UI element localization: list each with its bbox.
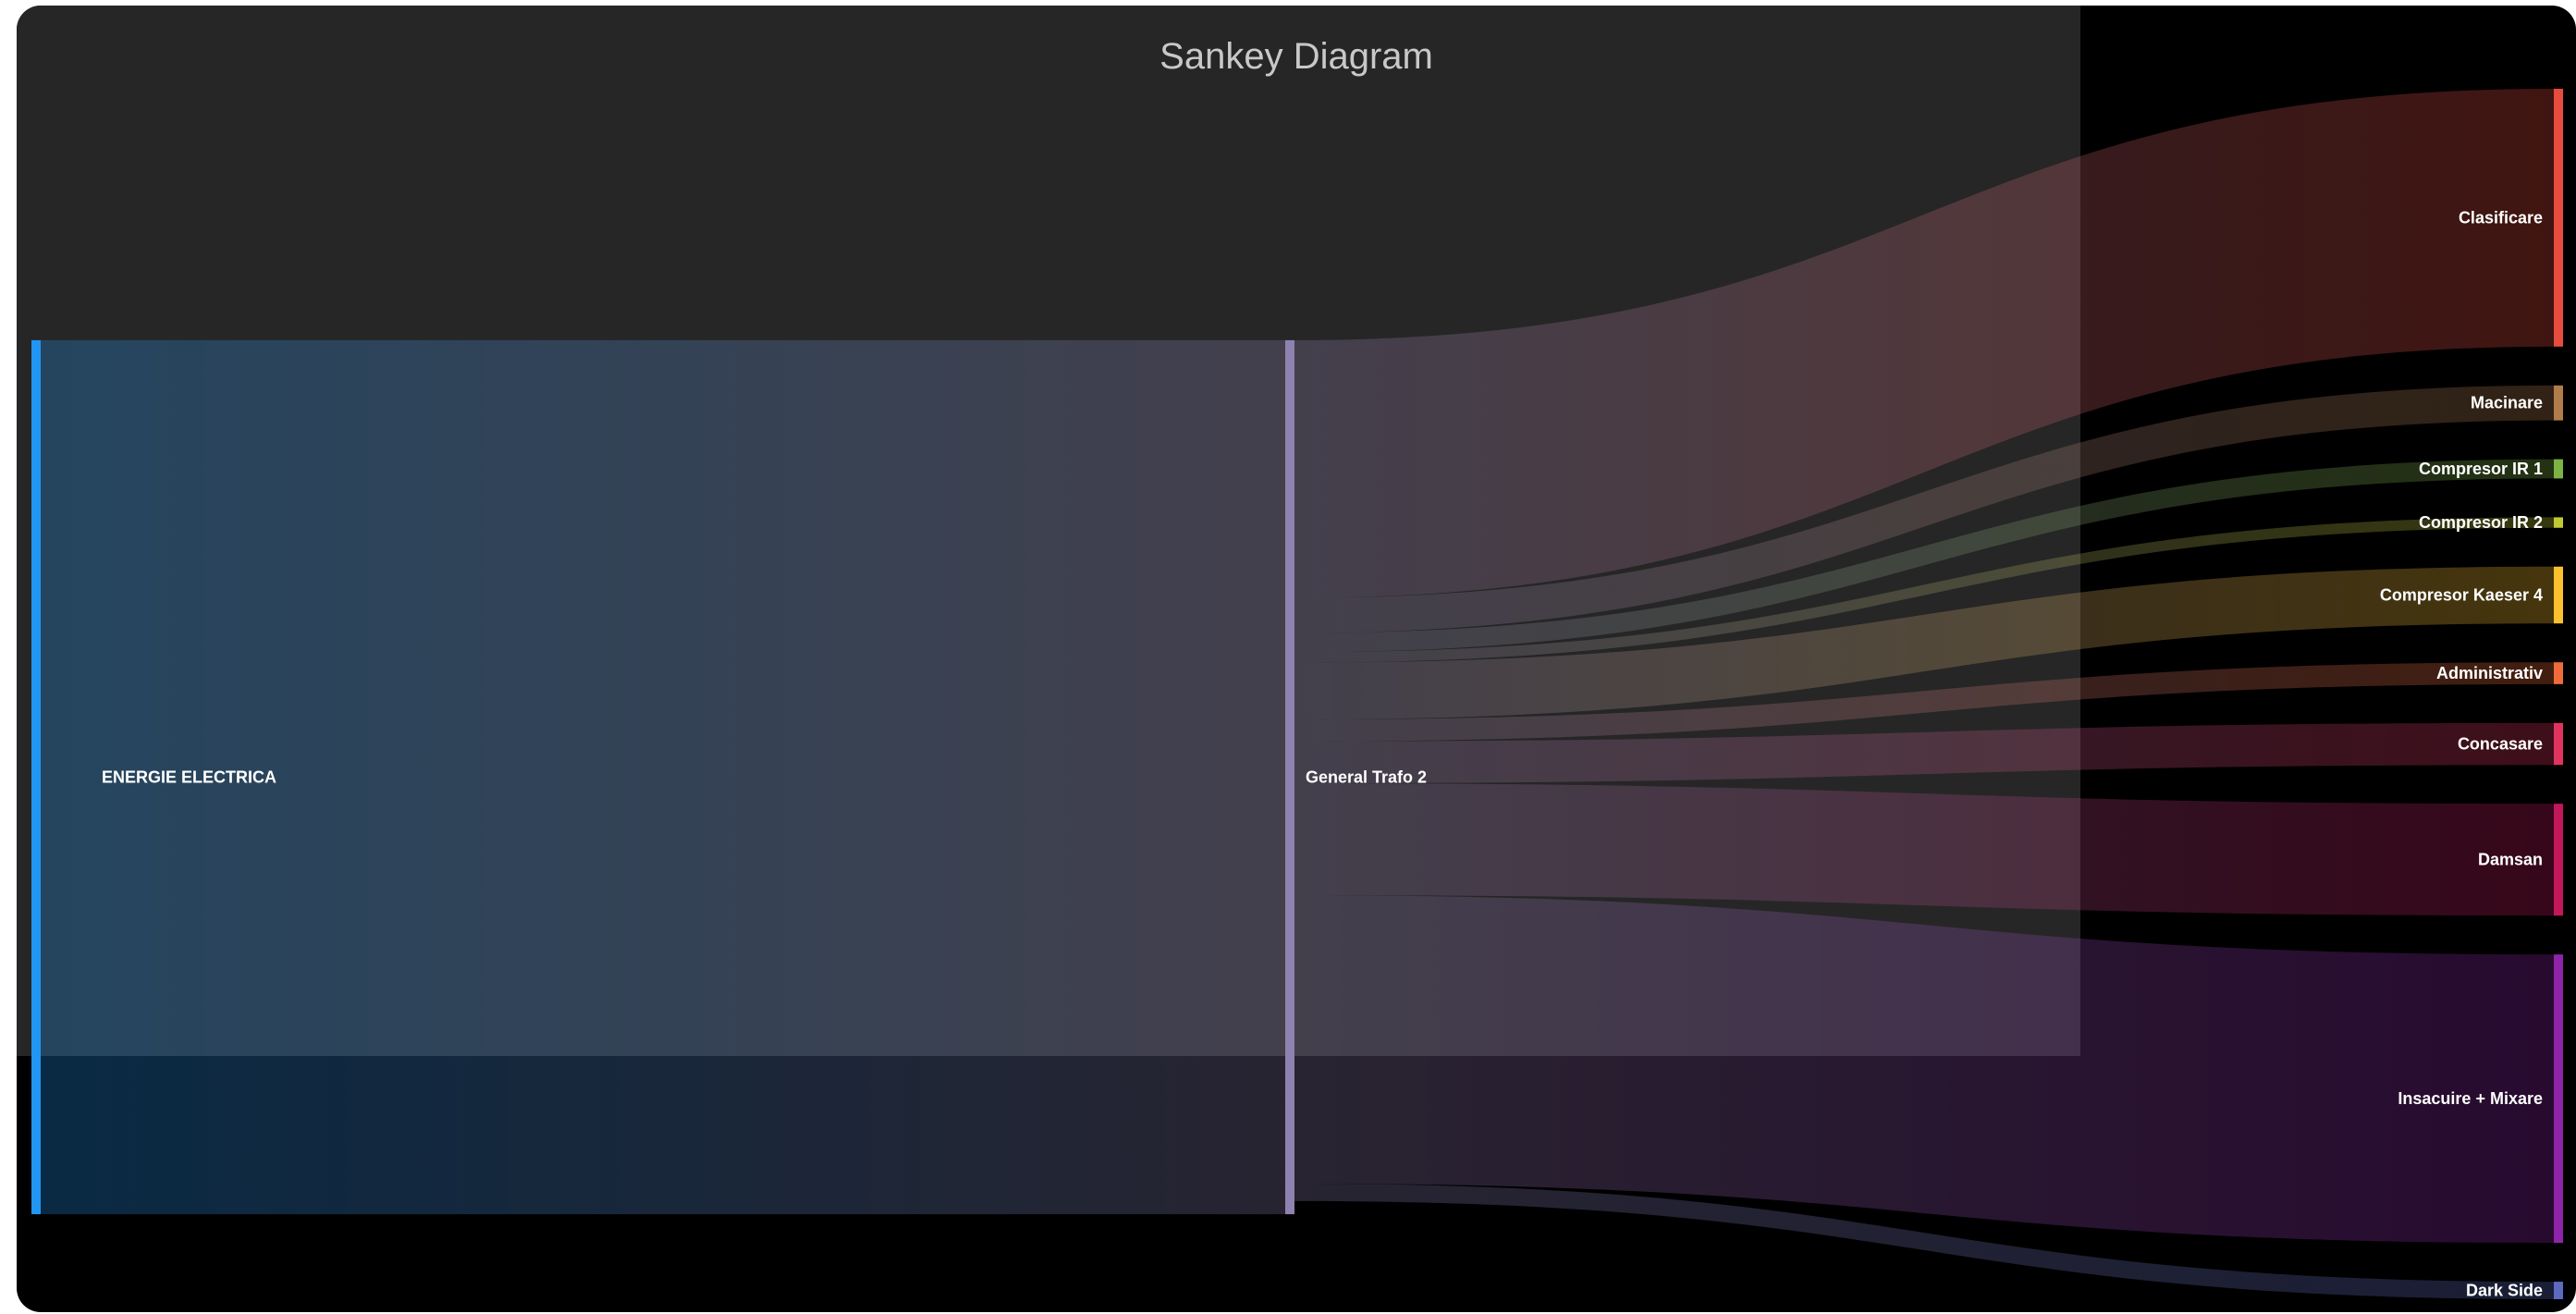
sankey-link-trafo-to-dark_side[interactable] bbox=[1294, 1184, 2554, 1299]
links-layer bbox=[41, 89, 2554, 1299]
node-label-trafo: General Trafo 2 bbox=[1306, 768, 1427, 787]
sankey-chart: ENERGIE ELECTRICA General Trafo 2 Clasific… bbox=[17, 6, 2576, 1312]
sankey-link-trafo-to-compresor_kaeser4[interactable] bbox=[1294, 566, 2554, 720]
sankey-node-insacuire_mixare[interactable] bbox=[2554, 954, 2563, 1244]
sankey-node-clasificare[interactable] bbox=[2554, 89, 2563, 347]
sankey-link-trafo-to-compresor_ir2[interactable] bbox=[1294, 517, 2554, 663]
sankey-node-energie[interactable] bbox=[31, 339, 41, 1215]
sankey-node-damsan[interactable] bbox=[2554, 804, 2563, 916]
node-label-dark_side: Dark Side bbox=[2466, 1282, 2543, 1300]
node-label-damsan: Damsan bbox=[2478, 851, 2543, 869]
sankey-node-compresor_ir2[interactable] bbox=[2554, 517, 2563, 528]
node-label-compresor_kaeser4: Compresor Kaeser 4 bbox=[2380, 585, 2543, 604]
node-label-compresor_ir1: Compresor IR 1 bbox=[2419, 460, 2543, 478]
sankey-link-trafo-to-insacuire_mixare[interactable] bbox=[1294, 895, 2554, 1244]
sankey-node-macinare[interactable] bbox=[2554, 385, 2563, 421]
node-label-insacuire_mixare: Insacuire + Mixare bbox=[2398, 1089, 2543, 1108]
sankey-node-trafo[interactable] bbox=[1285, 339, 1294, 1215]
sankey-link-trafo-to-administrativ[interactable] bbox=[1294, 662, 2554, 742]
sankey-plot: ENERGIE ELECTRICA General Trafo 2 Clasific… bbox=[17, 6, 2563, 1300]
sankey-link-trafo-to-compresor_ir1[interactable] bbox=[1294, 459, 2554, 653]
sankey-node-dark_side[interactable] bbox=[2554, 1282, 2563, 1299]
sankey-node-compresor_kaeser4[interactable] bbox=[2554, 566, 2563, 624]
node-label-compresor_ir2: Compresor IR 2 bbox=[2419, 513, 2543, 532]
nodes-layer bbox=[31, 89, 2563, 1299]
chart-title: Sankey Diagram bbox=[1159, 36, 1433, 77]
sankey-link-trafo-to-damsan[interactable] bbox=[1294, 783, 2554, 916]
node-label-administrativ: Administrativ bbox=[2436, 664, 2543, 682]
node-label-concasare: Concasare bbox=[2458, 735, 2543, 754]
sankey-node-administrativ[interactable] bbox=[2554, 662, 2563, 684]
labels-layer: ENERGIE ELECTRICA General Trafo 2 Clasific… bbox=[102, 208, 2543, 1299]
sankey-node-concasare[interactable] bbox=[2554, 722, 2563, 766]
sankey-link-trafo-to-macinare[interactable] bbox=[1294, 385, 2554, 633]
node-label-macinare: Macinare bbox=[2471, 394, 2543, 412]
node-label-energie: ENERGIE ELECTRICA bbox=[102, 768, 276, 787]
sankey-link-energie-to-trafo[interactable] bbox=[41, 339, 1285, 1215]
sankey-link-trafo-to-clasificare[interactable] bbox=[1294, 89, 2554, 598]
sankey-link-trafo-to-concasare[interactable] bbox=[1294, 722, 2554, 784]
sankey-node-compresor_ir1[interactable] bbox=[2554, 459, 2563, 479]
node-label-clasificare: Clasificare bbox=[2459, 208, 2543, 227]
